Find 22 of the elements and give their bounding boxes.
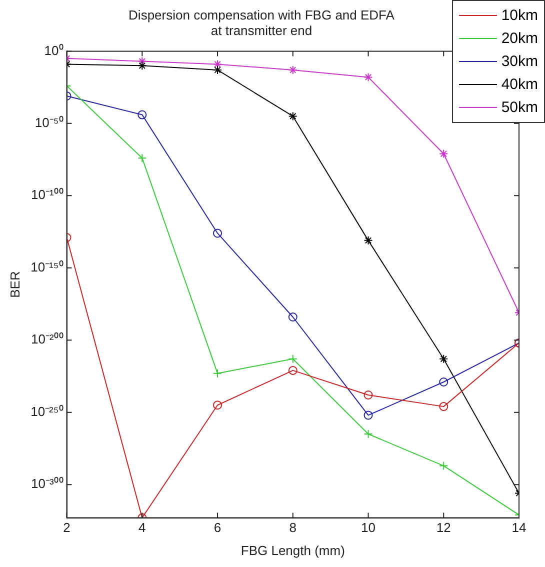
y-tick-label: 10⁻¹⁰⁰	[30, 187, 64, 202]
legend-label: 30km	[501, 53, 538, 70]
x-tick-label: 4	[138, 520, 146, 536]
legend-label: 40km	[501, 76, 538, 93]
x-axis-title: FBG Length (mm)	[240, 542, 345, 558]
y-axis-title: BER	[7, 271, 22, 298]
x-tick-label: 8	[289, 520, 297, 536]
x-tick-label: 6	[214, 520, 222, 536]
y-tick-label: 10⁻²⁰⁰	[30, 332, 64, 347]
y-tick-label: 10⁻²⁵⁰	[30, 404, 64, 419]
chart-title: Dispersion compensation with FBG and EDFA at transmitter end	[128, 7, 395, 38]
x-tick-label: 14	[512, 520, 526, 536]
y-tick-label: 10⁻¹⁵⁰	[30, 259, 64, 274]
x-tick-label: 2	[63, 520, 70, 536]
legend-label: 50km	[501, 99, 538, 116]
legend-label: 10km	[501, 7, 538, 24]
legend-label: 20km	[501, 30, 538, 47]
y-tick-label: 10⁰	[44, 42, 64, 58]
y-tick-label: 10⁻³⁰⁰	[30, 476, 64, 492]
x-tick-label: 12	[436, 520, 451, 536]
y-tick-label: 10⁻⁵⁰	[34, 115, 64, 130]
x-tick-label: 10	[361, 520, 376, 536]
